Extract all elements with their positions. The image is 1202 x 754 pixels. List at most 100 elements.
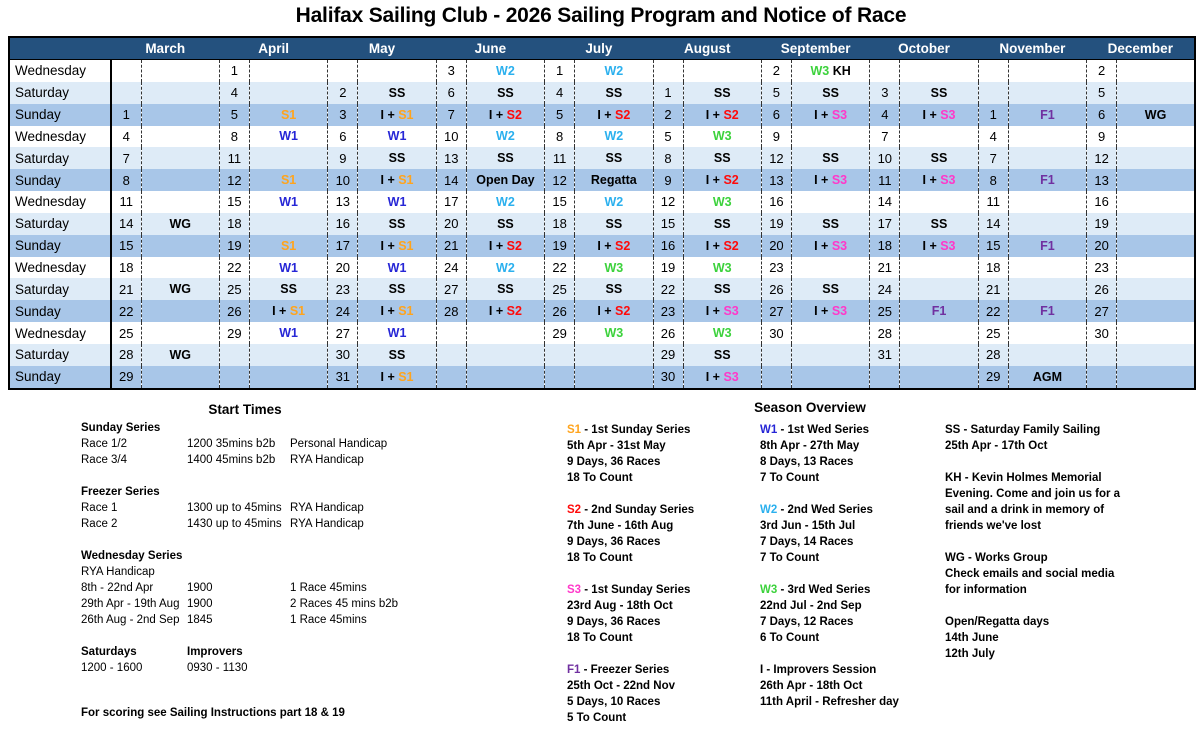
text-line: 23rd Aug - 18th Oct [567,600,673,612]
event-text: WG [1144,107,1167,122]
date-cell: 28 [869,322,900,344]
event-cell: SS [899,81,979,104]
event-cell [1116,343,1196,366]
date-cell: 9 [327,147,358,170]
date-cell: 14 [977,212,1009,235]
event-cell: W1 [357,125,437,148]
series-code-S1: S1 [280,238,297,253]
date-cell: 20 [760,234,792,257]
event-cell: WG [140,212,220,235]
date-cell: 6 [1086,103,1117,126]
event-text: I + [705,304,724,319]
text-line: 1430 up to 45mins [187,518,282,530]
event-cell: I + S2 [682,169,762,192]
event-cell: I + S3 [899,234,979,257]
date-cell: 1 [652,81,684,104]
date-cell [111,60,141,82]
event-text: I + [380,238,399,253]
text-line: 1900 [187,582,213,594]
date-cell: 2 [327,81,358,104]
text-line: 26th Apr - 18th Oct [760,680,863,692]
series-code-S2: S2 [615,304,631,319]
day-label: Saturday [9,147,112,170]
date-cell: 30 [327,343,358,366]
event-text: I + [380,173,399,188]
date-cell: 7 [122,150,130,166]
text-line: WG - Works Group [945,552,1048,564]
day-label: Wednesday [9,59,112,82]
event-cell [682,59,762,82]
event-cell [140,59,220,82]
event-cell: W1 [357,322,437,344]
date-cell: 27 [1086,300,1117,323]
calendar-row: Saturday 28 WG 30 SS 29 SS 31 28 [9,343,1196,366]
series-code-W3: W3 [712,194,732,209]
date-cell [435,322,467,344]
date-cell: 4 [122,128,130,144]
date-cell: 29 [119,369,134,385]
text-line: Race 2 [81,518,118,530]
text-line: 2 Races 45 mins b2b [290,598,399,610]
date-cell: 5 [652,125,684,148]
series-code-S3: S3 [723,369,739,384]
series-code-W2: W2 [604,63,624,78]
overview-title-text: - Freezer Series [580,664,670,676]
event-cell [899,343,979,366]
event-text: SS [497,282,514,297]
date-cell: 3 [435,59,467,82]
date-cell: 22 [977,300,1009,323]
date-cell: 25 [977,322,1009,344]
event-text: I + [380,369,399,384]
date-cell: 4 [544,81,575,104]
date-cell: 6 [760,103,792,126]
text-line: 5 Days, 10 Races [567,696,661,708]
date-cell: 18 [119,260,134,276]
day-label: Saturday [9,278,112,301]
text-line: Race 1 [81,502,118,514]
date-cell: 6 [327,125,358,148]
event-cell [1007,81,1087,104]
event-cell: SS [682,278,762,301]
event-cell [465,343,545,366]
event-cell: W3 [682,256,762,279]
date-cell: 25 [119,325,134,341]
text-line: Open/Regatta days [945,616,1050,628]
overview-block-title: W1 - 1st Wed Series [760,422,950,438]
day-label: Wednesday [9,191,112,213]
overview-block-title: F1 - Freezer Series [567,662,757,678]
event-cell: F1 [1007,103,1087,126]
date-cell: 8 [652,147,684,170]
event-cell: SS [682,81,762,104]
event-text: I + [814,238,832,253]
event-cell [899,191,979,213]
date-cell: 12 [218,169,250,192]
date-cell [977,59,1009,82]
event-cell: Open Day [465,169,545,192]
event-cell [248,59,328,82]
overview-title-text: - 3rd Wed Series [777,584,871,596]
text-line: sail and a drink in memory of [945,504,1105,516]
date-cell: 25 [869,300,900,323]
date-cell: 27 [435,278,467,301]
date-cell: 4 [977,125,1009,148]
event-cell: WG [1116,103,1196,126]
event-cell [140,125,220,148]
event-text: SS [713,282,731,297]
text-line: Improvers [187,646,243,658]
series-code-W3: W3 [760,584,778,596]
event-cell: W1 [248,256,328,279]
event-cell: Regatta [574,169,654,192]
text-line: Personal Handicap [290,438,388,450]
text-line: Saturdays [81,646,137,658]
event-cell: W2 [465,125,545,148]
start-times-block: Freezer Series Race 1 1300 up to 45mins RYA… [81,484,521,532]
text-line [290,644,521,660]
event-cell: SS [790,81,870,104]
series-code-S3: S3 [567,584,582,596]
date-cell [544,365,575,389]
date-cell: 17 [327,234,358,257]
overview-block: S1 - 1st Sunday Series 5th Apr - 31st May… [567,422,757,486]
date-cell [869,365,900,389]
event-cell: W2 [465,191,545,213]
